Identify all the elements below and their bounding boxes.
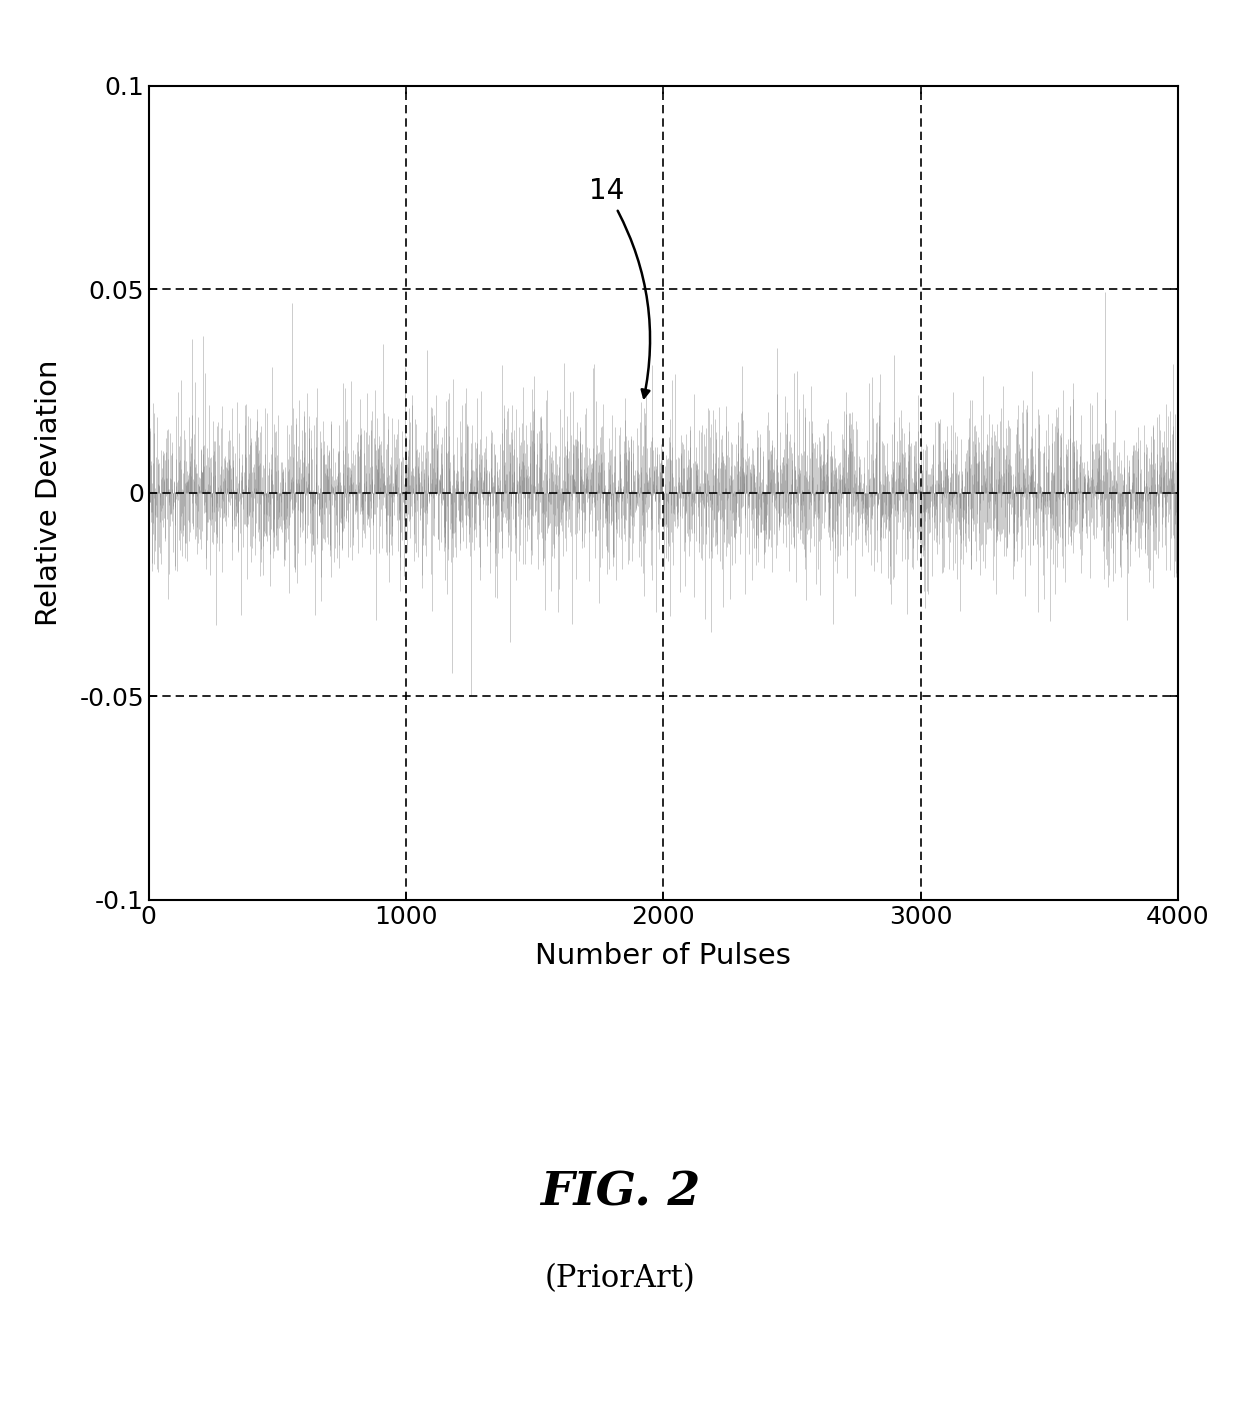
X-axis label: Number of Pulses: Number of Pulses	[536, 942, 791, 971]
Text: 14: 14	[589, 177, 650, 397]
Y-axis label: Relative Deviation: Relative Deviation	[35, 360, 63, 625]
Text: (PriorArt): (PriorArt)	[544, 1262, 696, 1294]
Text: FIG. 2: FIG. 2	[539, 1170, 701, 1215]
